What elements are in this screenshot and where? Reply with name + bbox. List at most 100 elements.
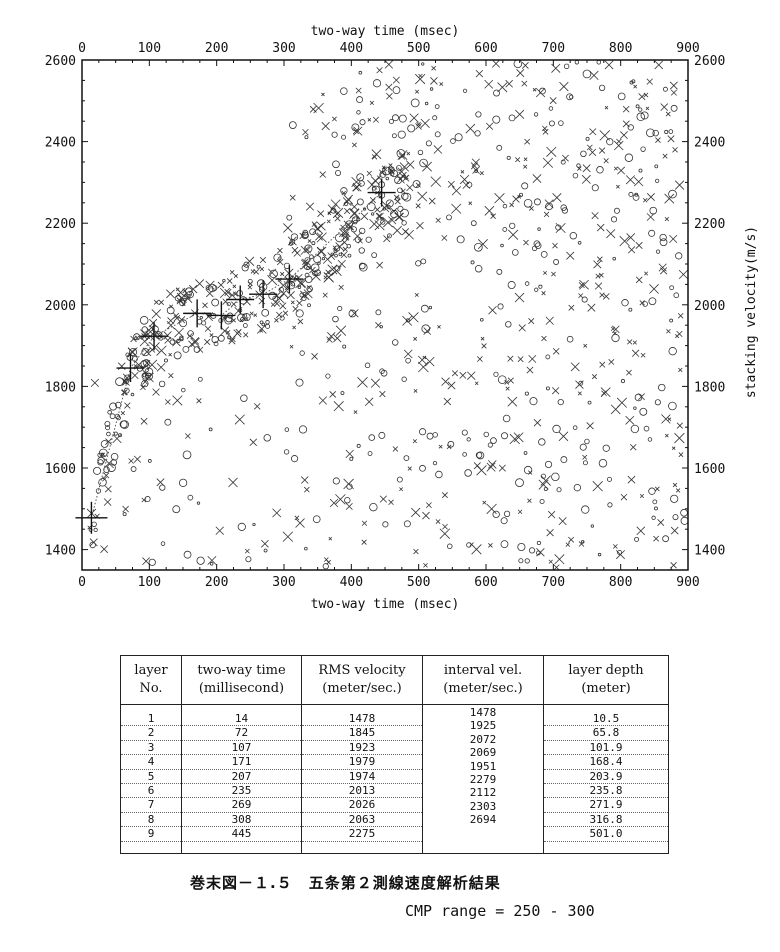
cross-marker-icon — [526, 366, 534, 374]
cross-marker-icon — [273, 300, 281, 307]
cross-marker-icon — [274, 317, 279, 323]
cross-stroke — [447, 381, 456, 390]
cross-stroke — [259, 329, 264, 333]
circle-marker-icon — [299, 350, 305, 356]
circle-marker-icon — [97, 456, 105, 465]
cross-marker-icon — [438, 444, 443, 449]
cross-marker-icon — [297, 318, 304, 325]
cross-marker-icon — [259, 256, 267, 264]
cross-stroke — [613, 140, 624, 151]
cross-marker-icon — [298, 279, 306, 288]
cross-stroke — [507, 355, 514, 362]
circle-marker-icon — [392, 114, 399, 122]
cross-marker-icon — [497, 82, 508, 93]
cross-marker-icon — [121, 389, 127, 396]
cross-marker-icon — [516, 69, 525, 78]
cross-stroke — [517, 509, 523, 515]
cross-marker-icon — [322, 292, 328, 298]
cross-stroke — [674, 432, 685, 444]
circle-marker-icon — [632, 193, 640, 201]
circle-marker-icon — [118, 433, 122, 438]
cross-marker-icon — [626, 369, 632, 376]
cross-marker-icon — [631, 349, 640, 357]
cross-stroke — [566, 251, 575, 260]
cross-marker-icon — [441, 492, 448, 499]
circle-marker-icon — [545, 386, 550, 391]
cross-marker-icon — [127, 347, 136, 356]
cross-marker-icon — [628, 246, 636, 254]
cross-marker-icon — [383, 235, 391, 243]
cross-marker-icon — [544, 199, 554, 209]
x-axis-title-top: two-way time (msec) — [311, 24, 460, 39]
cross-marker-icon — [401, 228, 410, 236]
circle-marker-icon — [95, 488, 102, 494]
circle-marker-icon — [196, 501, 201, 505]
table-column: interval vel. (meter/sec.) 1478 1925 2072 206… — [422, 656, 543, 853]
cross-marker-icon — [326, 336, 333, 343]
cross-marker-icon — [341, 190, 346, 196]
cross-stroke — [302, 128, 309, 136]
table-cell: 7 — [121, 798, 181, 813]
cross-stroke — [636, 526, 646, 536]
cross-stroke — [558, 431, 569, 442]
circle-marker-icon — [518, 558, 524, 564]
cross-stroke — [352, 182, 362, 192]
circle-marker-icon — [382, 166, 391, 176]
cross-stroke — [395, 212, 404, 222]
cross-stroke — [593, 260, 602, 269]
cross-marker-icon — [521, 80, 528, 87]
circle-marker-icon — [240, 394, 248, 402]
table-cell: 107 — [182, 741, 301, 756]
cross-marker-icon — [367, 179, 377, 190]
circle-marker-icon — [435, 470, 443, 479]
cross-stroke — [517, 194, 522, 199]
cross-stroke — [559, 81, 569, 92]
cross-stroke — [349, 208, 360, 220]
circle-marker-icon — [196, 556, 205, 565]
cross-stroke — [345, 236, 350, 240]
cross-stroke — [300, 245, 310, 255]
circle-marker-icon — [611, 333, 620, 343]
cross-stroke — [378, 169, 386, 176]
column-header: RMS velocity (meter/sec.) — [302, 662, 422, 698]
table-cell: 2013 — [302, 784, 422, 799]
cross-stroke — [406, 184, 414, 192]
circle-marker-icon — [389, 171, 395, 177]
cross-marker-icon — [488, 543, 493, 548]
circle-marker-icon — [263, 434, 271, 442]
cross-stroke — [431, 65, 437, 71]
cross-stroke — [311, 271, 321, 281]
circle-marker-icon — [513, 59, 523, 69]
cross-marker-icon — [599, 292, 605, 298]
cross-stroke — [441, 234, 448, 241]
circle-marker-icon — [631, 79, 636, 84]
cross-stroke — [103, 498, 112, 506]
cross-marker-icon — [678, 452, 684, 458]
circle-marker-icon — [417, 149, 424, 156]
cross-stroke — [487, 460, 497, 469]
table-cell: 269 — [182, 798, 301, 813]
cross-stroke — [370, 378, 381, 388]
cross-stroke — [379, 390, 386, 398]
cross-stroke — [289, 344, 294, 349]
table-cell: 316.8 — [544, 813, 668, 828]
cross-stroke — [477, 356, 483, 362]
cross-stroke — [105, 438, 112, 445]
cross-marker-icon — [232, 284, 237, 289]
cross-marker-icon — [627, 475, 636, 484]
circle-marker-icon — [654, 164, 659, 169]
cross-stroke — [327, 264, 338, 275]
cross-marker-icon — [381, 201, 392, 211]
cross-marker-icon — [342, 197, 352, 206]
column-cells: 10.5 65.8 101.9 168.4 203.9 235.8 271.9 316.8 50… — [544, 712, 668, 842]
circle-marker-icon — [533, 198, 541, 206]
cross-stroke — [140, 417, 148, 425]
x-tick-label-top: 800 — [609, 41, 632, 56]
cross-marker-icon — [351, 142, 357, 148]
circle-marker-icon — [502, 203, 508, 209]
cross-marker-icon — [600, 387, 611, 398]
circle-marker-icon — [334, 253, 338, 258]
circle-marker-icon — [93, 466, 102, 475]
cross-stroke — [612, 544, 618, 549]
circle-marker-icon — [450, 138, 456, 144]
